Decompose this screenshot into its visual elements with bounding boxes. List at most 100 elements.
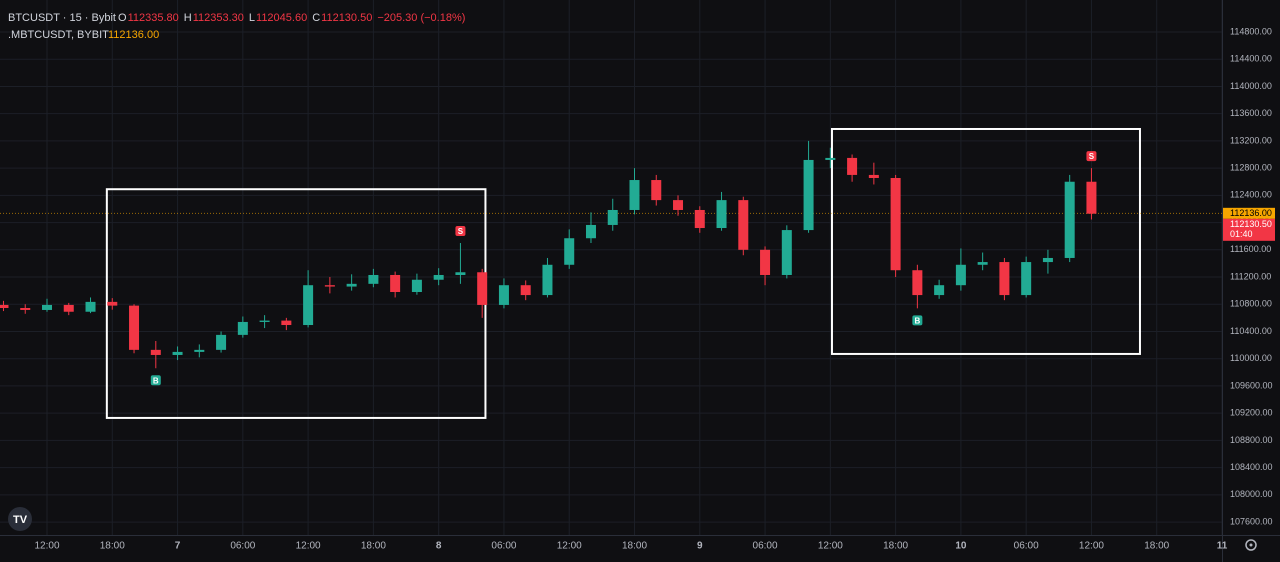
index-value: 112136.00 bbox=[108, 29, 159, 41]
candle-body bbox=[585, 224, 596, 239]
candle-body bbox=[390, 274, 401, 293]
ohlc-value: 112130.50 bbox=[321, 12, 372, 24]
candle-body bbox=[760, 249, 771, 275]
ohlc-key: H bbox=[184, 12, 192, 24]
signal-label: B bbox=[153, 376, 159, 385]
x-tick-label: 18:00 bbox=[100, 541, 125, 552]
x-tick-label: 9 bbox=[697, 541, 703, 552]
countdown: 01:40 bbox=[1230, 229, 1253, 239]
candle-body bbox=[216, 334, 227, 350]
candle-body bbox=[150, 349, 161, 355]
y-tick-label: 110800.00 bbox=[1230, 299, 1272, 309]
signal-badge bbox=[150, 375, 161, 386]
x-tick-label: 12:00 bbox=[818, 541, 843, 552]
y-tick-label: 108800.00 bbox=[1230, 435, 1273, 445]
x-tick-label: 10 bbox=[955, 541, 967, 552]
candle-body bbox=[716, 200, 727, 229]
y-tick-label: 112800.00 bbox=[1230, 162, 1272, 172]
candle-body bbox=[673, 200, 684, 210]
price-tag bbox=[1223, 218, 1275, 241]
candle-body bbox=[368, 274, 379, 284]
x-tick-label: 18:00 bbox=[361, 541, 386, 552]
price-tag-label: 112136.00 bbox=[1230, 208, 1272, 218]
candle-body bbox=[1086, 181, 1097, 214]
candle-body bbox=[1042, 257, 1053, 263]
x-tick-label: 06:00 bbox=[230, 541, 255, 552]
x-tick-label: 06:00 bbox=[753, 541, 778, 552]
y-tick-label: 111200.00 bbox=[1230, 271, 1271, 281]
candle-body bbox=[955, 264, 966, 286]
signal-badge bbox=[912, 315, 923, 326]
candle-body bbox=[629, 180, 640, 210]
y-tick-label: 109200.00 bbox=[1230, 408, 1273, 418]
y-tick-label: 107600.00 bbox=[1230, 516, 1273, 526]
signal-label: B bbox=[914, 316, 920, 325]
candle-body bbox=[107, 301, 118, 306]
candle-body bbox=[607, 209, 618, 225]
candle-body bbox=[20, 307, 31, 310]
candle-body bbox=[85, 301, 96, 312]
settings-icon[interactable] bbox=[1245, 539, 1257, 551]
candle-body bbox=[694, 209, 705, 229]
x-tick-label: 11 bbox=[1217, 541, 1228, 552]
y-tick-label: 110000.00 bbox=[1230, 353, 1272, 363]
candle-body bbox=[803, 159, 814, 231]
ohlc-key: L bbox=[249, 12, 255, 24]
candle-body bbox=[303, 285, 314, 326]
y-tick-label: 114800.00 bbox=[1230, 26, 1272, 36]
x-tick-label: 06:00 bbox=[1014, 541, 1039, 552]
candle-body bbox=[259, 320, 270, 322]
candle-body bbox=[847, 157, 858, 175]
candle-body bbox=[433, 274, 444, 280]
y-tick-label: 114000.00 bbox=[1230, 81, 1272, 91]
y-tick-label: 110400.00 bbox=[1230, 326, 1272, 336]
y-tick-label: 108000.00 bbox=[1230, 489, 1273, 499]
tv-logo[interactable]: TV bbox=[8, 507, 32, 531]
y-tick-label: 108400.00 bbox=[1230, 462, 1273, 472]
x-tick-label: 8 bbox=[436, 541, 442, 552]
ohlc-value: 112335.80 bbox=[128, 12, 179, 24]
candle-body bbox=[825, 157, 836, 160]
x-tick-label: 12:00 bbox=[296, 541, 321, 552]
change: −205.30 (−0.18%) bbox=[377, 12, 465, 24]
x-tick-label: 18:00 bbox=[883, 541, 908, 552]
candle-body bbox=[999, 262, 1010, 296]
y-tick-label: 111600.00 bbox=[1230, 244, 1271, 254]
candle-body bbox=[172, 351, 183, 355]
candle-body bbox=[1021, 262, 1032, 296]
candle-body bbox=[912, 270, 923, 296]
candle-body bbox=[324, 285, 335, 287]
candle-body bbox=[63, 304, 74, 312]
svg-text:TV: TV bbox=[13, 514, 28, 526]
x-tick-label: 06:00 bbox=[491, 541, 516, 552]
candle-body bbox=[1064, 181, 1075, 258]
ohlc-value: 112353.30 bbox=[193, 12, 244, 24]
candle-body bbox=[934, 285, 945, 296]
signal-badge bbox=[1086, 151, 1097, 162]
y-tick-label: 113600.00 bbox=[1230, 108, 1272, 118]
x-tick-label: 7 bbox=[175, 541, 181, 552]
candle-body bbox=[455, 272, 466, 275]
y-tick-label: 113200.00 bbox=[1230, 135, 1272, 145]
price-tag bbox=[1223, 207, 1275, 219]
y-tick-label: 112400.00 bbox=[1230, 190, 1272, 200]
candle-body bbox=[498, 285, 509, 305]
symbol: BTCUSDT · 15 · Bybit bbox=[8, 12, 116, 24]
candle-body bbox=[890, 177, 901, 271]
candle-body bbox=[129, 305, 140, 350]
signal-badge bbox=[455, 225, 466, 236]
index-name: .MBTCUSDT, BYBIT bbox=[8, 29, 109, 41]
candle-body bbox=[542, 264, 553, 296]
candle-body bbox=[346, 283, 357, 287]
candle-body bbox=[564, 238, 575, 265]
ohlc-key: O bbox=[118, 12, 127, 24]
y-tick-label: 109600.00 bbox=[1230, 380, 1273, 390]
candle-body bbox=[868, 174, 879, 178]
candle-body bbox=[977, 262, 988, 265]
signal-label: S bbox=[1089, 152, 1095, 161]
candle-body bbox=[738, 200, 749, 250]
candle-body bbox=[411, 279, 422, 293]
candle-body bbox=[237, 321, 248, 335]
x-tick-label: 12:00 bbox=[1079, 541, 1104, 552]
